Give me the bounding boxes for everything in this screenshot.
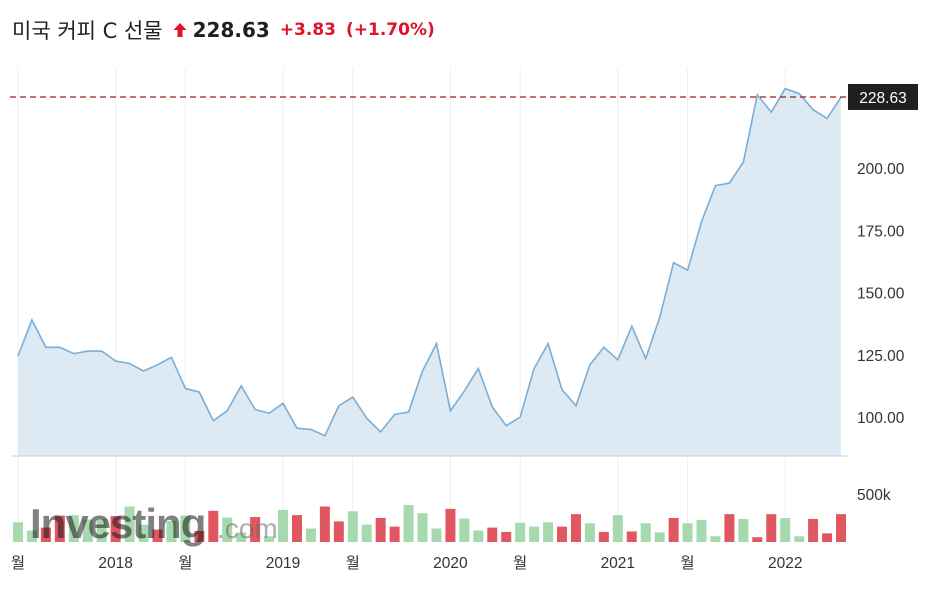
volume-bar <box>445 508 456 542</box>
volume-bar <box>222 517 233 542</box>
x-tick-label: 2021 <box>601 555 635 572</box>
volume-bar <box>459 518 470 542</box>
volume-bar <box>710 536 721 542</box>
volume-bar <box>515 522 526 542</box>
y-tick-label: 200.00 <box>857 161 905 178</box>
volume-bar <box>473 530 484 542</box>
volume-bar <box>236 532 247 542</box>
volume-bar <box>166 520 177 542</box>
volume-bar <box>794 536 805 542</box>
quote-header: 미국 커피 C 선물 228.63 +3.83 (+1.70%) <box>12 14 445 46</box>
volume-bar <box>305 528 316 542</box>
volume-bar <box>264 536 275 542</box>
volume-bar <box>682 523 693 542</box>
volume-bar <box>138 524 149 542</box>
volume-bar <box>766 514 777 542</box>
last-price-box <box>848 83 918 110</box>
x-tick-label: 2018 <box>98 555 132 572</box>
volume-bar <box>208 510 219 542</box>
watermark-logo: Investing .com <box>30 500 278 547</box>
y-tick-label: 125.00 <box>857 348 905 365</box>
y-tick-label: 150.00 <box>857 286 905 303</box>
volume-bar <box>319 506 330 542</box>
volume-bar <box>640 523 651 542</box>
volume-bar <box>26 530 37 542</box>
x-tick-label: 2019 <box>266 555 300 572</box>
volume-bar <box>278 509 289 542</box>
last-price-label: 228.63 <box>848 83 918 110</box>
watermark-brand: Investing <box>30 500 205 547</box>
volume-bar <box>529 526 540 542</box>
price-series-line <box>17 87 842 437</box>
volume-bar <box>194 530 205 542</box>
x-tick-label: 월 <box>178 554 192 572</box>
time-axis: 월 2018 월 2019 월 2020 월 2021 월 2022 <box>11 554 803 572</box>
instrument-title: 미국 커피 C 선물 <box>12 19 163 43</box>
volume-bar <box>152 529 163 542</box>
volume-bar <box>96 518 107 542</box>
volume-bar <box>361 524 372 542</box>
volume-bar <box>836 514 846 542</box>
volume-bar <box>110 516 121 542</box>
volume-bar <box>598 531 609 542</box>
volume-bar <box>333 521 344 542</box>
volume-bar <box>389 526 400 542</box>
x-tick-label: 2022 <box>768 555 802 572</box>
grid-lines <box>17 68 786 543</box>
price-change: +3.83 <box>279 20 336 40</box>
x-tick-label: 월 <box>346 554 360 572</box>
last-price-value: 228.63 <box>859 90 906 107</box>
volume-bar <box>668 518 679 542</box>
x-tick-label: 2020 <box>433 555 468 572</box>
volume-bar <box>808 518 819 542</box>
volume-bar <box>543 522 554 542</box>
x-tick-label: 월 <box>11 554 25 572</box>
volume-bar <box>654 532 665 542</box>
volume-bar <box>82 519 93 542</box>
volume-bar <box>570 514 581 542</box>
volume-bar <box>347 511 358 542</box>
volume-bar <box>431 528 442 542</box>
volume-bar <box>501 531 512 542</box>
volume-bar <box>54 515 65 542</box>
watermark-suffix: .com <box>217 513 278 544</box>
volume-bar <box>584 523 595 542</box>
volume-bar <box>612 515 623 542</box>
volume-bar <box>626 531 637 542</box>
volume-bar <box>403 505 414 542</box>
last-price: 228.63 <box>192 18 270 42</box>
volume-bars <box>13 505 846 542</box>
price-change-percent: (+1.70%) <box>346 20 435 40</box>
volume-bar <box>68 515 79 542</box>
x-tick-label: 월 <box>513 554 527 572</box>
volume-bar <box>752 537 763 542</box>
y-tick-label: 100.00 <box>857 410 905 427</box>
volume-bar <box>180 515 191 542</box>
volume-bar <box>696 519 707 542</box>
volume-bar <box>738 518 749 542</box>
volume-bar <box>417 513 428 542</box>
volume-tick-label: 500k <box>857 487 891 504</box>
volume-bar <box>724 514 735 542</box>
volume-bar <box>557 526 568 542</box>
volume-bar <box>250 517 261 542</box>
y-tick-label: 175.00 <box>857 223 905 240</box>
volume-bar <box>13 522 23 542</box>
volume-bar <box>291 515 302 542</box>
price-axis: 100.00 125.00 150.00 175.00 200.00 500k <box>857 161 905 504</box>
volume-bar <box>780 518 791 542</box>
volume-bar <box>375 518 386 542</box>
up-arrow-icon <box>173 23 187 37</box>
volume-bar <box>487 527 498 542</box>
volume-bar <box>124 506 135 542</box>
volume-bar <box>40 527 51 542</box>
volume-bar <box>822 533 833 542</box>
x-tick-label: 월 <box>680 554 694 572</box>
price-area-fill <box>18 88 841 456</box>
